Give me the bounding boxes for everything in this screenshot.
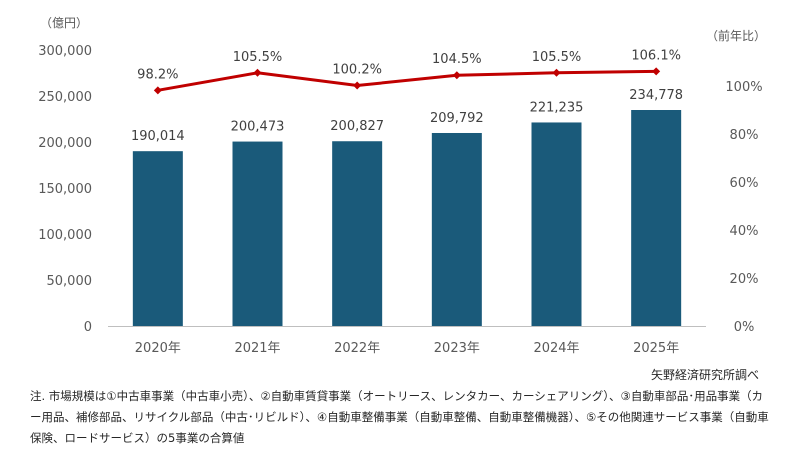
ratio-line [157,69,657,92]
right-axis-unit: （前年比） [706,28,766,43]
ratio-value-label: 104.5% [432,52,482,67]
bar-value-label: 200,473 [231,120,285,135]
ratio-value-labels: 98.2% 105.5% 100.2% 104.5% 105.5% 106.1% [137,48,681,82]
bar [631,110,682,326]
left-axis-tick-label: 250,000 [38,90,92,105]
source-credit: 矢野経済研究所調べ [650,368,759,382]
bar-value-label: 221,235 [530,100,584,115]
ratio-value-label: 105.5% [233,50,283,65]
left-axis-tick-label: 200,000 [38,136,92,151]
right-axis-tick-label: 40% [730,224,759,239]
left-axis-tick-label: 100,000 [38,228,92,243]
x-axis-tick-label: 2025年 [633,341,679,356]
right-axis-tick-label: 60% [730,176,759,191]
right-axis-ticks: 0% 20% 40% 60% 80% 100% [725,80,762,335]
right-axis-tick-label: 80% [730,128,759,143]
right-axis-tick-label: 0% [734,320,755,335]
ratio-value-label: 106.1% [631,48,681,63]
ratio-point [253,68,262,77]
ratio-value-label: 100.2% [332,63,382,78]
bar-value-label: 190,014 [131,129,185,144]
market-size-chart: （億円） （前年比） 0 50,000 100,000 150,000 200,000 2… [38,16,766,356]
ratio-point [353,81,362,90]
left-axis-tick-label: 0 [84,320,92,335]
x-axis-ticks: 2020年 2021年 2022年 2023年 2024年 2025年 [135,341,679,356]
bar [232,141,283,326]
ratio-point [652,67,661,76]
bar-value-labels: 190,014 200,473 200,827 209,792 221,235 234,7… [131,88,683,144]
x-axis-tick-label: 2023年 [434,341,480,356]
left-axis-unit: （億円） [40,16,88,30]
x-axis-tick-label: 2020年 [135,341,181,356]
x-axis-tick-label: 2024年 [533,341,579,356]
left-axis-tick-label: 300,000 [38,44,92,59]
left-axis-tick-label: 150,000 [38,182,92,197]
bar [332,141,383,326]
ratio-point [452,71,461,80]
left-axis-ticks: 0 50,000 100,000 150,000 200,000 250,000 300,0… [38,44,92,335]
left-axis-tick-label: 50,000 [47,274,93,289]
x-axis-tick-label: 2021年 [234,341,280,356]
bars [132,110,682,326]
ratio-point [552,68,561,77]
footnote: 注. 市場規模は①中古車事業（中古車小売）、②自動車賃貸事業（オートリース、レン… [30,389,769,445]
bar [132,151,183,326]
ratio-points [153,67,661,95]
ratio-value-label: 105.5% [532,50,582,65]
bar-value-label: 200,827 [330,119,384,134]
ratio-value-label: 98.2% [137,67,178,82]
right-axis-tick-label: 20% [730,272,759,287]
bar [531,122,582,326]
bar-value-label: 234,778 [629,88,683,103]
right-axis-tick-label: 100% [725,80,762,95]
bar-value-label: 209,792 [430,111,484,126]
ratio-point [153,86,162,95]
x-axis-tick-label: 2022年 [334,341,380,356]
bar [431,132,482,326]
